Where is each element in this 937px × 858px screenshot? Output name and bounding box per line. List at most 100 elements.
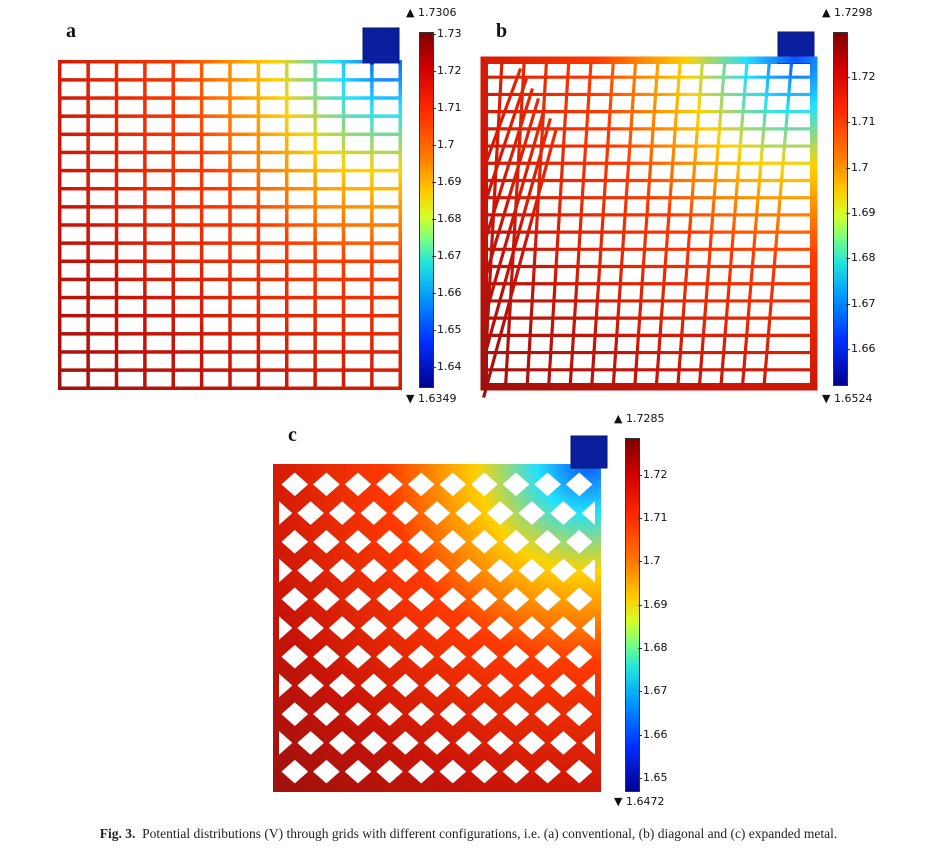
grid-cell (288, 244, 314, 260)
mesh-diamond-hole (456, 444, 481, 466)
grid-cell (260, 81, 285, 97)
grid-cell (316, 208, 342, 224)
grid-diagonal-wire (762, 58, 794, 389)
panel-c-grid-expanded-metal (266, 435, 608, 792)
mesh-diamond-hole (534, 702, 561, 726)
mesh-diamond-hole (279, 501, 293, 525)
mesh-diamond-hole (423, 616, 451, 640)
grid-diagonal-wire (740, 58, 772, 389)
mesh-diamond-hole (598, 703, 623, 725)
grid-cell (203, 81, 229, 97)
mesh-diamond-hole (408, 587, 435, 611)
grid-cell (260, 117, 285, 133)
grid-diagonal-wire (697, 58, 727, 389)
mesh-diamond-hole (297, 673, 324, 698)
grid-diagonal-wire (503, 58, 526, 389)
mesh-diamond-hole (502, 530, 530, 554)
mesh-diamond-hole (566, 530, 593, 554)
grid-cell (175, 317, 200, 333)
panel-a-colorbar (419, 32, 434, 388)
grid-cell (288, 317, 314, 333)
grid-cell (288, 263, 314, 278)
grid-cell (288, 99, 314, 115)
grid-cell (316, 353, 342, 369)
panel-a-colorbar-max: ▲ 1.7306 (406, 6, 457, 19)
colorbar-tick-mark (638, 647, 642, 649)
colorbar-tick-label: 1.69 (851, 206, 876, 219)
grid-cell (345, 299, 371, 314)
grid-cell (260, 172, 285, 187)
grid-cell (61, 154, 87, 169)
grid-cell (260, 208, 285, 224)
mesh-diamond-hole (598, 588, 623, 610)
grid-cell (231, 81, 257, 97)
grid-border (480, 56, 818, 391)
mesh-diamond-hole (439, 702, 466, 726)
mesh-diamond-hole (488, 444, 513, 466)
grid-cell (61, 353, 87, 369)
grid-cell (231, 244, 257, 260)
mesh-diamond-hole (281, 759, 308, 784)
grid-cell (118, 281, 144, 296)
mesh-diamond-hole (502, 587, 530, 611)
figure-caption: Fig. 3. Potential distributions (V) thro… (0, 826, 937, 842)
mesh-diamond-hole (550, 731, 577, 755)
colorbar-tick-label: 1.64 (437, 360, 462, 374)
grid-cell (288, 335, 314, 351)
mesh-diamond-hole (502, 759, 530, 784)
grid-cell (146, 154, 172, 169)
mesh-diamond-hole (471, 645, 498, 669)
panel-a-colorbar-min: ▼ 1.6349 (406, 392, 457, 405)
mesh-diamond-hole (439, 472, 466, 497)
grid-cell (118, 99, 144, 115)
grid-cell (146, 335, 172, 351)
panel-c-colorbar-max: ▲ 1.7285 (614, 412, 665, 425)
grid-diagonal-wire (654, 58, 682, 389)
mesh-diamond-hole (455, 558, 482, 583)
grid-cell (373, 81, 399, 97)
mesh-diamond-hole (456, 789, 481, 811)
mesh-diamond-hole (266, 444, 291, 466)
mesh-diamond-hole (550, 673, 577, 698)
grid-diagonal-wire (633, 58, 660, 389)
grid-cell (89, 317, 115, 333)
grid-cell (288, 281, 314, 296)
grid-cell (260, 63, 285, 79)
mesh-diamond-hole (279, 558, 293, 583)
grid-diagonal-wire (589, 58, 616, 389)
mesh-diamond-hole (298, 789, 323, 811)
mesh-diamond-hole (376, 702, 403, 726)
panel-b-colorbar (833, 32, 848, 386)
grid-cell (118, 136, 144, 151)
grid-cell (118, 353, 144, 369)
mesh-diamond-hole (534, 587, 561, 611)
grid-cell (118, 263, 144, 278)
grid-cell (316, 281, 342, 296)
grid-cell (373, 99, 399, 115)
colorbar-tick-label: 1.66 (643, 727, 668, 741)
colorbar-tick-mark (638, 518, 642, 520)
grid-cell (373, 353, 399, 369)
mesh-diamond-hole (251, 760, 276, 782)
mesh-diamond-hole (297, 616, 324, 640)
mesh-diamond-hole (251, 703, 276, 725)
grid-cell (260, 154, 285, 169)
grid-cell (260, 99, 285, 115)
grid-cell (61, 172, 87, 187)
grid-cell (288, 63, 314, 79)
grid-cell (345, 99, 371, 115)
mesh-diamond-hole (313, 587, 340, 611)
colorbar-tick-mark (432, 182, 436, 184)
grid-cell (118, 208, 144, 224)
mesh-diamond-hole (313, 702, 340, 726)
grid-cell (373, 63, 399, 79)
mesh-diamond-hole (471, 587, 498, 611)
caption-label: Fig. 3. (99, 826, 136, 841)
mesh-diamond-hole (251, 473, 276, 495)
grid-cell (316, 136, 342, 151)
grid-cell (316, 63, 342, 79)
mesh-diamond-hole (329, 501, 356, 525)
mesh-diamond-hole (330, 444, 355, 466)
mesh-diamond-hole (581, 558, 595, 583)
mesh-diamond-hole (487, 501, 514, 525)
